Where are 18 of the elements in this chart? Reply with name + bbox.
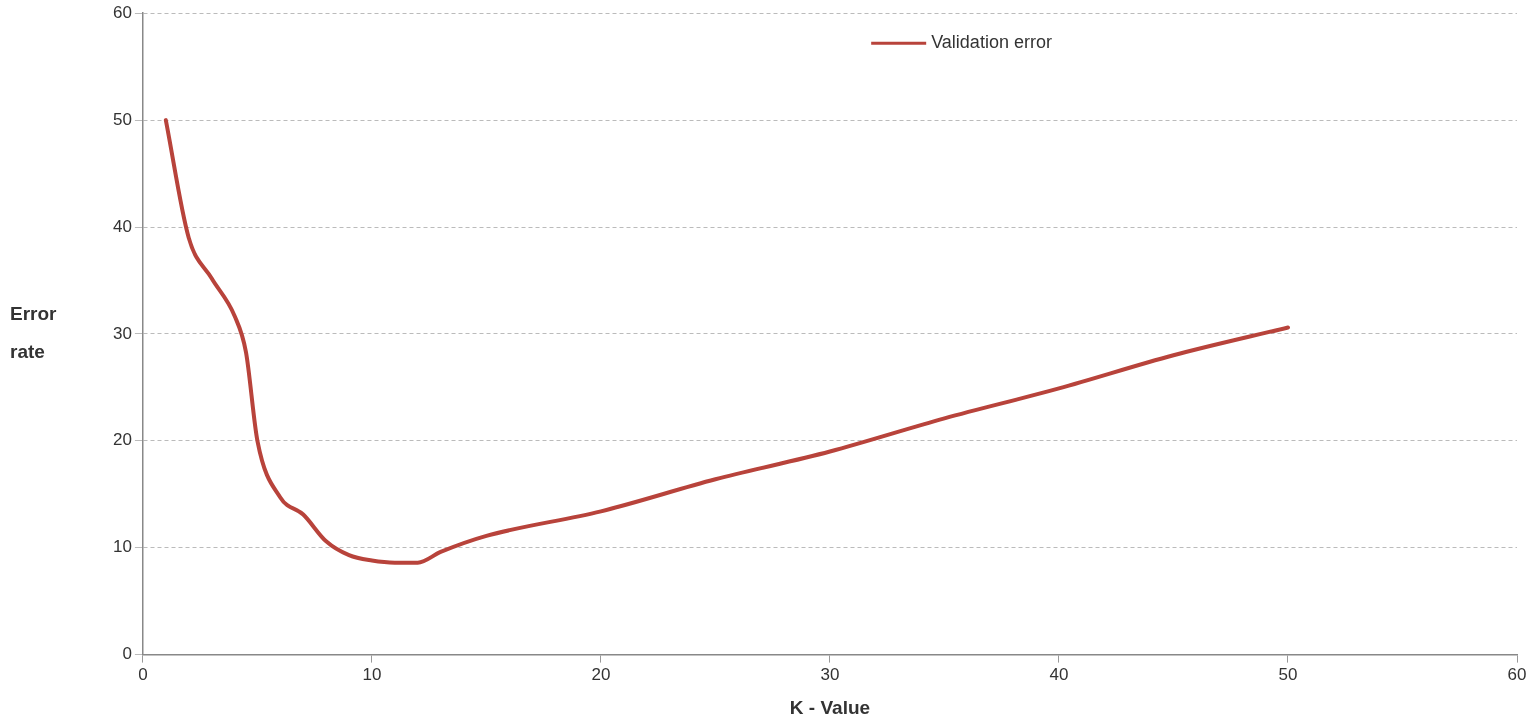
x-tick-label: 20 [591, 665, 611, 685]
x-axis-title: K - Value [789, 696, 871, 718]
x-tick-label: 60 [1507, 665, 1527, 685]
y-tick-label: 60 [112, 2, 132, 22]
x-tick-label: 10 [362, 665, 382, 685]
y-tick-label: 30 [112, 323, 132, 343]
x-tick-label: 50 [1278, 665, 1298, 685]
x-tick-label: 40 [1049, 665, 1069, 685]
y-tick-label: 10 [112, 537, 132, 557]
legend-label: Validation error [931, 32, 1052, 53]
y-tick-label: 20 [112, 430, 132, 450]
x-tick-label: 30 [820, 665, 840, 685]
y-tick-label: 40 [112, 216, 132, 236]
y-tick-label: 0 [122, 644, 132, 664]
x-tick-label: 0 [138, 665, 148, 685]
line-series [163, 118, 1290, 565]
y-tick-label: 50 [112, 109, 132, 129]
y-axis-title: Error rate [10, 303, 58, 363]
